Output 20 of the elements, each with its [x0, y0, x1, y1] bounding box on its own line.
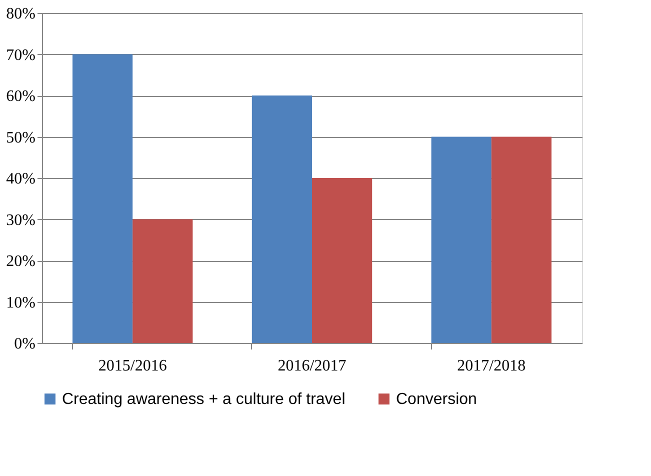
y-tick-label: 80%: [6, 6, 36, 22]
y-tick-label: 0%: [14, 336, 36, 352]
y-tick-label: 20%: [6, 253, 36, 270]
x-tick-label: 2015/2016: [98, 358, 167, 374]
x-tick-label: 2016/2017: [278, 358, 346, 374]
y-tick-label: 70%: [6, 46, 36, 64]
y-tick-label: 60%: [6, 88, 36, 105]
y-tick-label: 10%: [6, 294, 36, 312]
bar: [252, 96, 312, 343]
bar: [132, 219, 193, 343]
bar: [72, 54, 133, 343]
y-tick-label: 30%: [6, 212, 36, 229]
bar: [431, 136, 492, 343]
x-tick-label: 2017/2018: [457, 358, 526, 374]
legend-label: Conversion: [396, 391, 477, 408]
y-tick-label: 50%: [6, 129, 36, 146]
legend-label: Creating awareness + a culture of travel: [62, 391, 346, 408]
bar: [312, 178, 372, 343]
y-tick-label: 40%: [6, 170, 36, 188]
bar: [491, 136, 552, 343]
